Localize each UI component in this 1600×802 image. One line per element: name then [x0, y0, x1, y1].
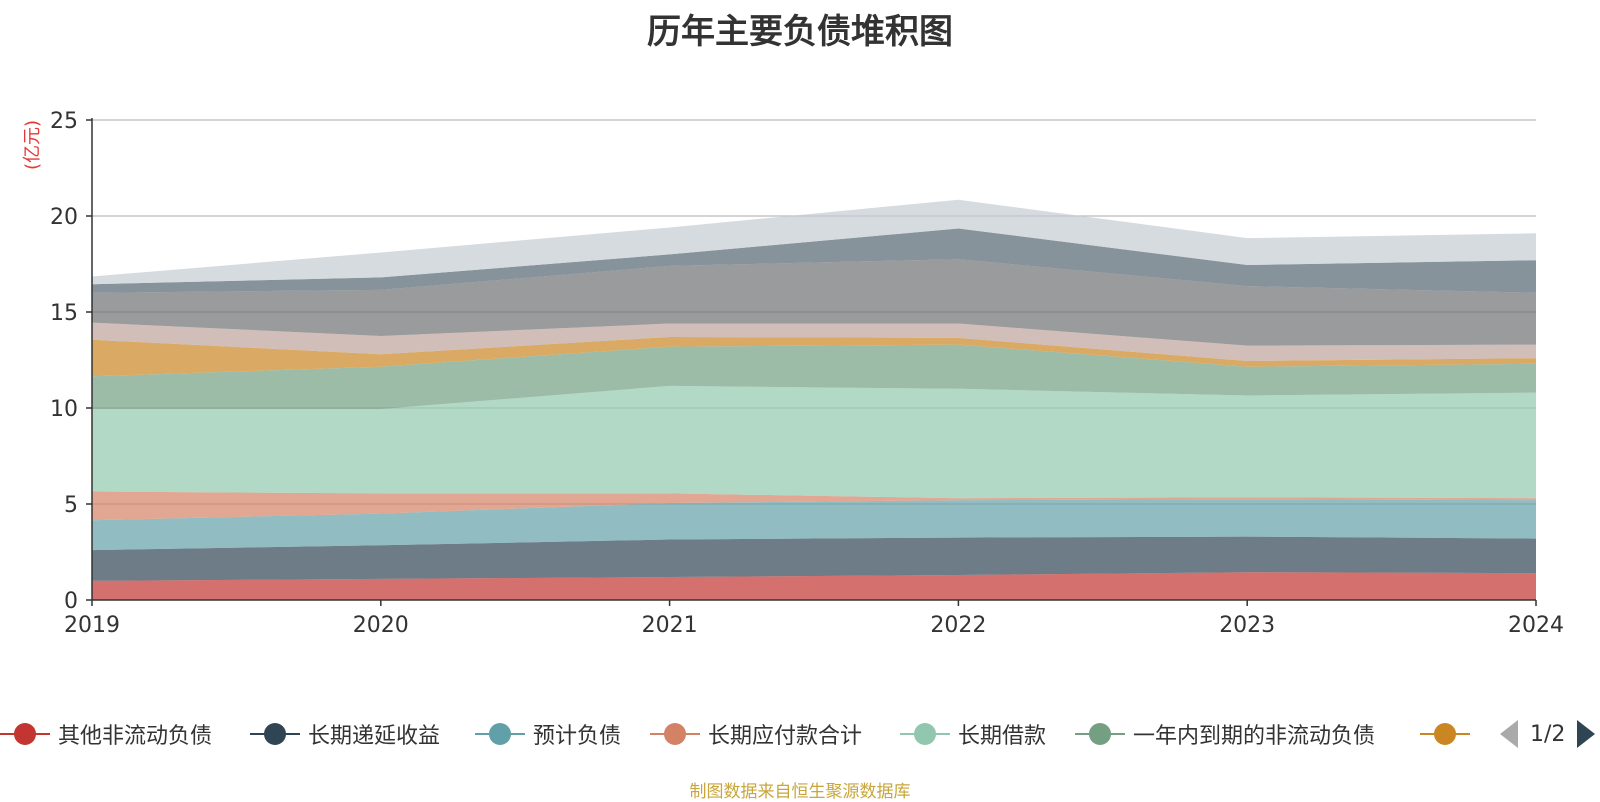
- area-series-11[interactable]: [92, 199, 1536, 285]
- legend-marker-icon: [1075, 719, 1125, 749]
- area-series-4[interactable]: [92, 491, 1536, 521]
- chart-title: 历年主要负债堆积图: [647, 12, 953, 52]
- legend-item-4[interactable]: 长期应付款合计: [650, 714, 862, 754]
- y-tick-label: 20: [50, 205, 78, 230]
- legend-label: 预计负债: [533, 724, 622, 749]
- legend-item-7[interactable]: [1420, 714, 1470, 754]
- legend-next-arrow-icon[interactable]: [1577, 720, 1596, 748]
- area-series-10[interactable]: [92, 228, 1536, 293]
- legend-pager: 1/2: [1500, 714, 1596, 754]
- area-series-7[interactable]: [92, 337, 1536, 377]
- axes: 0 5 10 15 20 25 2019 2020 2021 2022 2023 2024: [50, 109, 1564, 638]
- x-tick-label: 2022: [930, 613, 986, 638]
- legend-item-6[interactable]: 一年内到期的非流动负债: [1075, 714, 1375, 754]
- area-series-6[interactable]: [92, 344, 1536, 409]
- area-series-2[interactable]: [92, 536, 1536, 581]
- legend-marker-icon: [1420, 719, 1470, 749]
- legend-item-2[interactable]: 长期递延收益: [250, 714, 440, 754]
- source-note: 制图数据来自恒生聚源数据库: [689, 782, 911, 802]
- stacked-area-chart: 0 5 10 15 20 25 2019 2020 2021 2022 2023 2024 (亿元): [22, 109, 1564, 638]
- area-series-1[interactable]: [92, 572, 1536, 600]
- x-tick-label: 2023: [1219, 613, 1275, 638]
- area-series-8[interactable]: [92, 322, 1536, 361]
- legend-label: 长期递延收益: [308, 724, 441, 749]
- legend-marker-icon: [650, 719, 700, 749]
- legend-prev-arrow-icon[interactable]: [1500, 720, 1518, 748]
- legend-label: 一年内到期的非流动负债: [1133, 724, 1376, 749]
- legend-item-5[interactable]: 长期借款: [900, 714, 1046, 754]
- legend-marker-icon: [250, 719, 300, 749]
- x-tick-label: 2019: [64, 613, 120, 638]
- area-series-3[interactable]: [92, 499, 1536, 551]
- y-tick-label: 0: [64, 589, 78, 614]
- legend-page-indicator: 1/2: [1530, 721, 1566, 747]
- legend-item-1[interactable]: 其他非流动负债: [0, 714, 212, 754]
- area-series-5[interactable]: [92, 385, 1536, 499]
- x-tick-label: 2021: [642, 613, 698, 638]
- y-tick-label: 5: [64, 493, 78, 518]
- legend: 其他非流动负债 长期递延收益 预计负债 长期应付款合计 长期借款 一年内到期的非流动负债: [0, 714, 1600, 754]
- legend-label: 长期应付款合计: [708, 724, 863, 749]
- y-axis-label: (亿元): [22, 120, 43, 170]
- legend-label: 其他非流动负债: [58, 724, 213, 749]
- legend-label: 长期借款: [958, 724, 1047, 749]
- area-series: [92, 199, 1536, 600]
- legend-marker-icon: [900, 719, 950, 749]
- x-tick-label: 2020: [353, 613, 409, 638]
- y-tick-label: 15: [50, 301, 78, 326]
- x-tick-label: 2024: [1508, 613, 1564, 638]
- area-series-9[interactable]: [92, 259, 1536, 346]
- legend-item-3[interactable]: 预计负债: [475, 714, 621, 754]
- y-tick-label: 25: [50, 109, 78, 134]
- legend-marker-icon: [475, 719, 525, 749]
- legend-marker-icon: [0, 719, 50, 749]
- y-tick-label: 10: [50, 397, 78, 422]
